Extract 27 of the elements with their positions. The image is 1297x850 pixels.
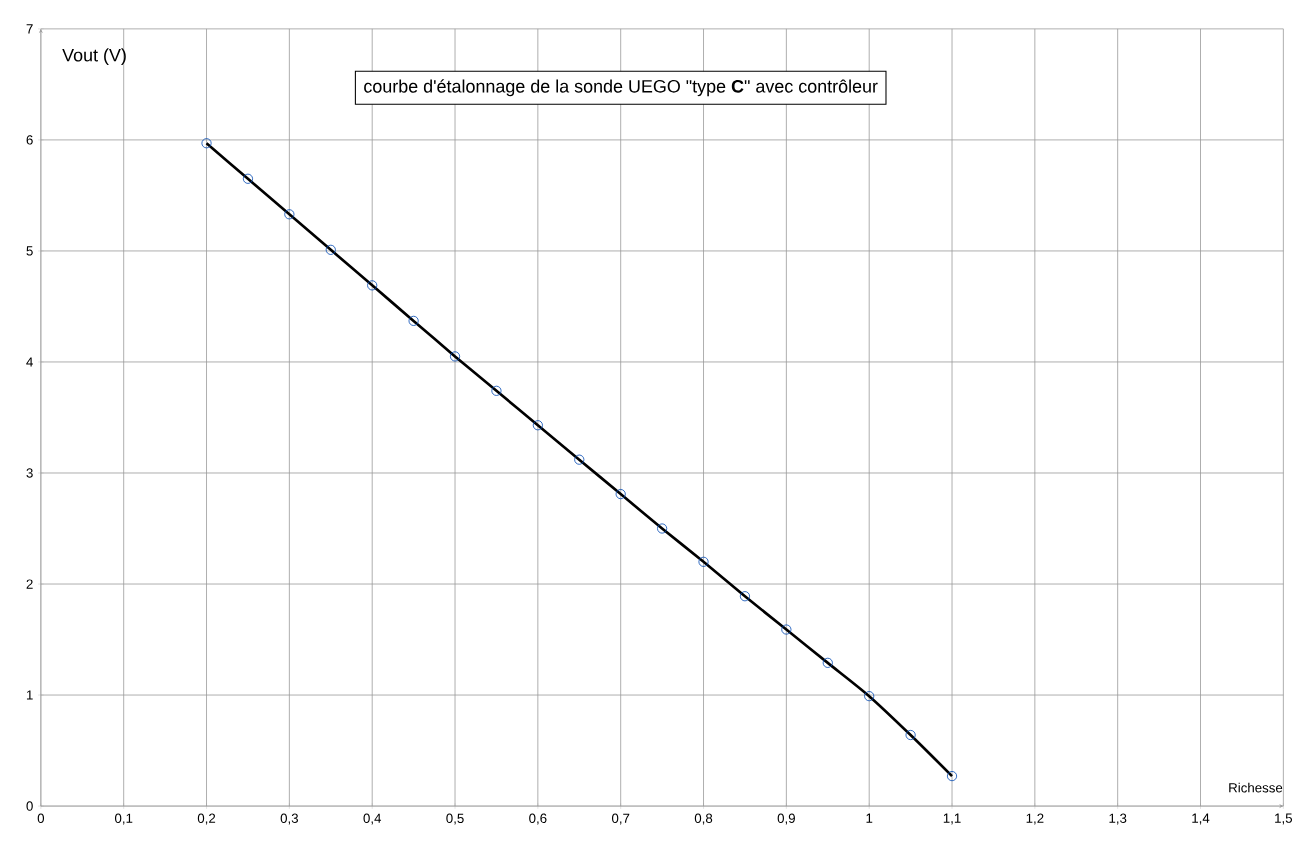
x-tick-label: 0,5 [446, 813, 464, 825]
x-tick-label: 0,7 [611, 813, 630, 825]
x-tick-label: 1,3 [1109, 813, 1127, 825]
x-tick-label: 1,2 [1026, 813, 1044, 825]
x-tick-label: 0,9 [777, 813, 795, 825]
y-tick-label: 5 [26, 246, 33, 256]
y-tick-label: 4 [26, 357, 33, 367]
x-tick-label: 1 [866, 813, 873, 823]
y-axis-title: Vout (V) [62, 48, 126, 66]
x-tick-label: 0,2 [197, 813, 216, 825]
y-tick-label: 2 [26, 579, 33, 589]
y-tick-label: 0 [26, 801, 33, 811]
x-tick-label: 1,4 [1192, 813, 1210, 825]
y-tick-label: 3 [26, 468, 33, 478]
y-tick-label: 1 [26, 690, 33, 700]
x-tick-label: 0,4 [363, 813, 382, 825]
x-axis-title: Richesse [1229, 782, 1283, 793]
x-tick-label: 1,1 [943, 813, 961, 825]
y-tick-label: 6 [26, 135, 33, 145]
x-tick-label: 0,6 [529, 813, 547, 825]
x-tick-label: 0 [37, 813, 45, 824]
x-tick-label: 0,1 [114, 813, 133, 825]
y-tick-label: 7 [26, 24, 33, 34]
text: courbe d'étalonnage de la sonde UEGO "type C" avec contrôleur [364, 79, 878, 97]
x-tick-label: 0,8 [694, 813, 713, 825]
x-tick-label: 1,5 [1275, 813, 1293, 825]
x-tick-label: 0,3 [280, 813, 299, 825]
